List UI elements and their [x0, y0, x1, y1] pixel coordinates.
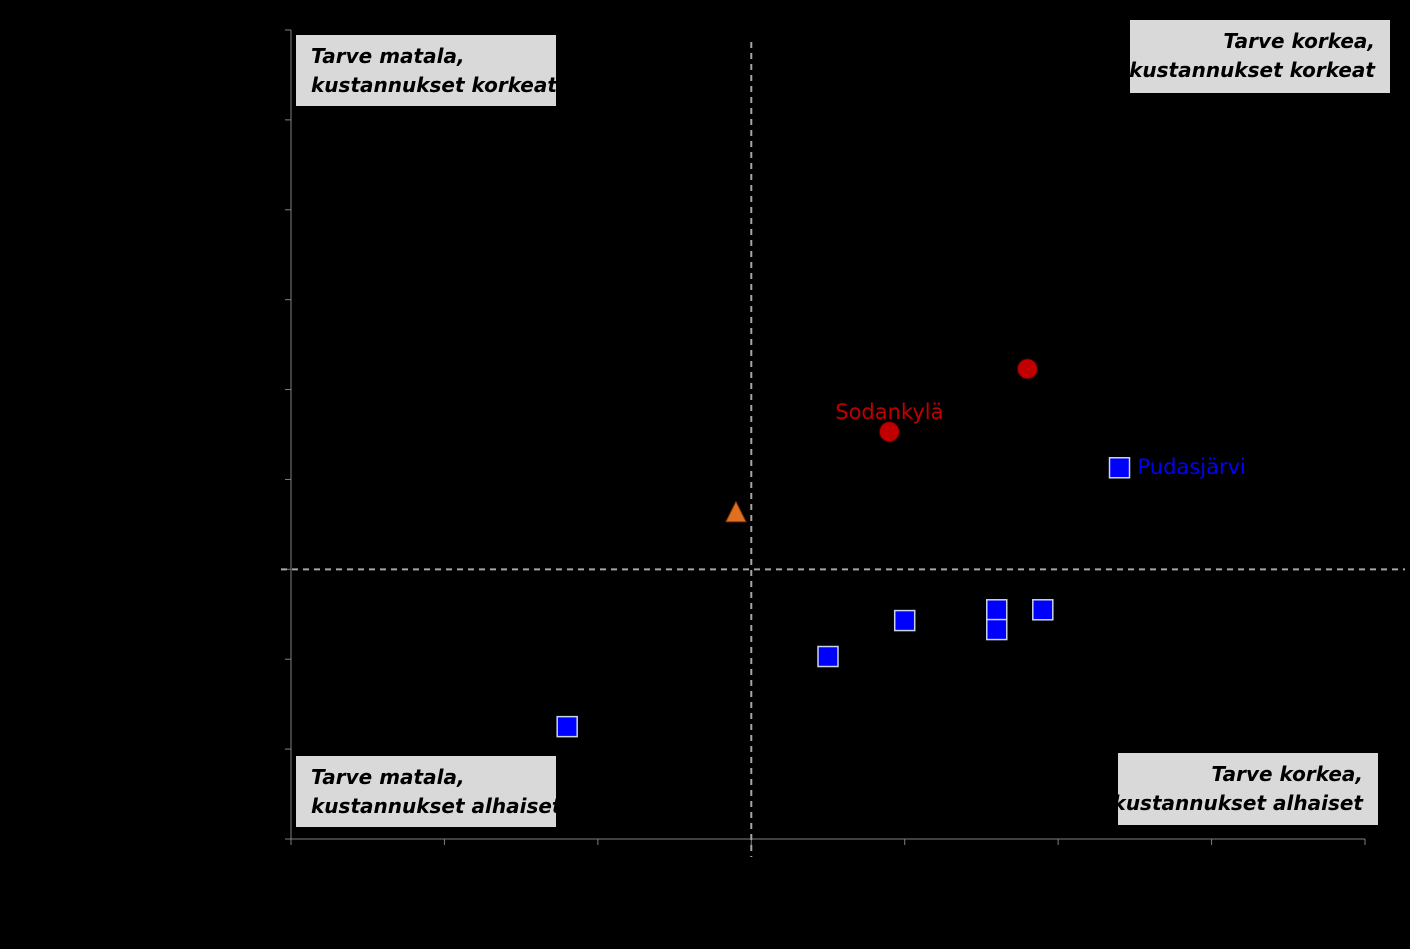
circle-point [878, 421, 900, 443]
square-point [986, 599, 1008, 621]
square-point [817, 645, 839, 668]
quadrant-bottom-left-line-2: kustannukset alhaiset [311, 794, 563, 818]
square-point [1108, 457, 1131, 479]
point-label: Sodankylä [835, 400, 943, 424]
quadrant-top-left-line-2: kustannukset korkeat [311, 73, 558, 97]
quadrant-bottom-left: Tarve matala, kustannukset alhaiset [296, 756, 563, 827]
reference-lines [281, 42, 1405, 857]
axes [285, 29, 1366, 845]
square-point [893, 609, 916, 632]
square-point [986, 618, 1008, 641]
square-point [1032, 599, 1054, 621]
quadrant-bottom-right-box [1118, 753, 1378, 825]
quadrant-bottom-right: Tarve korkea, kustannukset alhaiset [1113, 753, 1378, 825]
point-labels: Pudasjärvi Sodankylä [835, 400, 1246, 479]
quadrant-bottom-right-line-2: kustannukset alhaiset [1113, 791, 1365, 815]
quadrant-top-right-line-1: Tarve korkea, [1223, 29, 1375, 53]
circle-point [1016, 358, 1038, 380]
point-label: Pudasjärvi [1138, 455, 1246, 479]
quadrant-top-right-line-2: kustannukset korkeat [1129, 58, 1376, 82]
quadrant-top-left-line-1: Tarve matala, [311, 44, 465, 68]
quadrant-bottom-left-line-1: Tarve matala, [311, 765, 465, 789]
quadrant-top-left: Tarve matala, kustannukset korkeat [296, 35, 558, 106]
data-points [556, 358, 1131, 738]
quadrant-top-right: Tarve korkea, kustannukset korkeat [1129, 20, 1390, 93]
square-point [556, 715, 578, 738]
quadrant-top-left-box [296, 35, 556, 106]
quadrant-top-right-box [1130, 20, 1390, 93]
quadrant-bottom-right-line-1: Tarve korkea, [1211, 762, 1363, 786]
quadrant-bottom-left-box [296, 756, 556, 827]
triangle-point [725, 500, 747, 523]
